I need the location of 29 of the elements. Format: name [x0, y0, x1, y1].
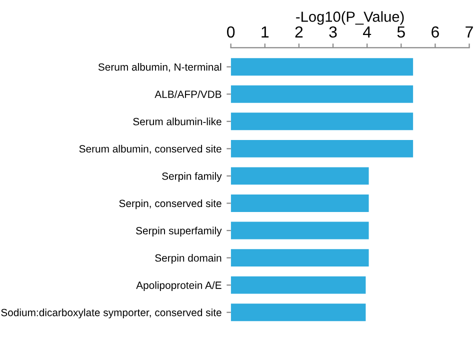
y-tick-label: Serpin superfamily: [136, 226, 222, 236]
y-tick-label: Serum albumin, N-terminal: [98, 63, 222, 72]
x-tick-label: 7: [466, 26, 473, 38]
x-tick-label: 4: [363, 26, 372, 38]
y-tick-label: Serpin family: [162, 172, 222, 182]
y-tick-label: ALB/AFP/VDB: [154, 90, 222, 98]
x-tick-label: 3: [329, 26, 337, 38]
y-tick-label: Sodium:dicarboxylate symporter, conserved site: [1, 308, 222, 318]
y-tick-label: Serum albumin, conserved site: [79, 144, 222, 154]
x-tick-label: 5: [397, 26, 405, 38]
bar: [230, 85, 414, 103]
x-tick-label: 0: [227, 26, 235, 38]
y-tick-label: Serpin, conserved site: [119, 199, 222, 210]
bar: [230, 167, 369, 185]
x-axis-title: -Log10(P_Value): [296, 11, 404, 25]
bar: [230, 194, 369, 212]
bar: [230, 276, 366, 294]
x-tick-label: 1: [262, 26, 269, 38]
bar: [230, 112, 414, 130]
bar: [230, 222, 369, 240]
x-tick-label: 2: [295, 26, 303, 38]
y-tick-label: Serpin domain: [155, 254, 222, 264]
bar: [230, 58, 414, 76]
x-tick-label: 6: [432, 26, 439, 38]
bar: [230, 249, 369, 267]
bar: [230, 140, 414, 158]
y-tick-label: Apolipoprotein A/E: [136, 281, 222, 292]
bar: [230, 304, 366, 322]
y-tick-label: Serum albumin-like: [133, 118, 222, 126]
